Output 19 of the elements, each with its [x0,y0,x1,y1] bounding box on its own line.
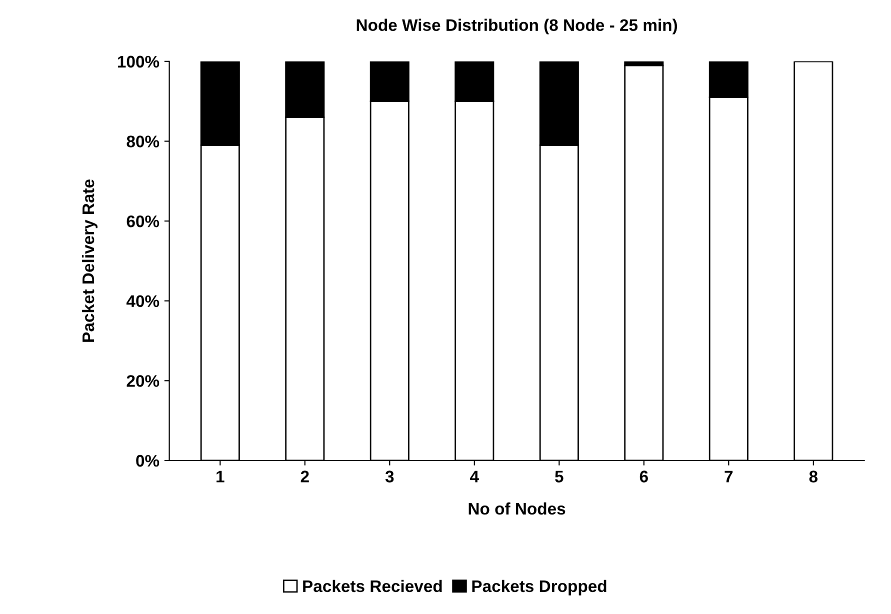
x-tick-label: 2 [300,470,309,482]
x-axis-title: No of Nodes [468,502,566,515]
y-tick-label: 80% [126,136,160,148]
x-tick-label: 4 [470,470,479,482]
x-tick-label: 1 [216,470,224,482]
y-tick-label: 100% [118,56,160,68]
y-tick-label: 20% [126,375,160,387]
legend-label: Packets Dropped [472,580,606,596]
y-tick-label: 60% [126,215,160,228]
y-axis-title: Packet Delivery Rate [82,180,98,342]
x-tick-label: 3 [385,470,394,482]
x-tick-label: 7 [724,470,733,482]
chart-title: Node Wise Distribution (8 Node - 25 min) [356,18,678,34]
y-tick-label: 40% [126,295,160,308]
legend-label: Packets Recieved [303,580,442,592]
y-tick-label: 0% [136,454,160,467]
x-tick-label: 5 [555,470,564,482]
x-tick-label: 8 [809,470,818,482]
x-tick-label: 6 [640,470,648,482]
